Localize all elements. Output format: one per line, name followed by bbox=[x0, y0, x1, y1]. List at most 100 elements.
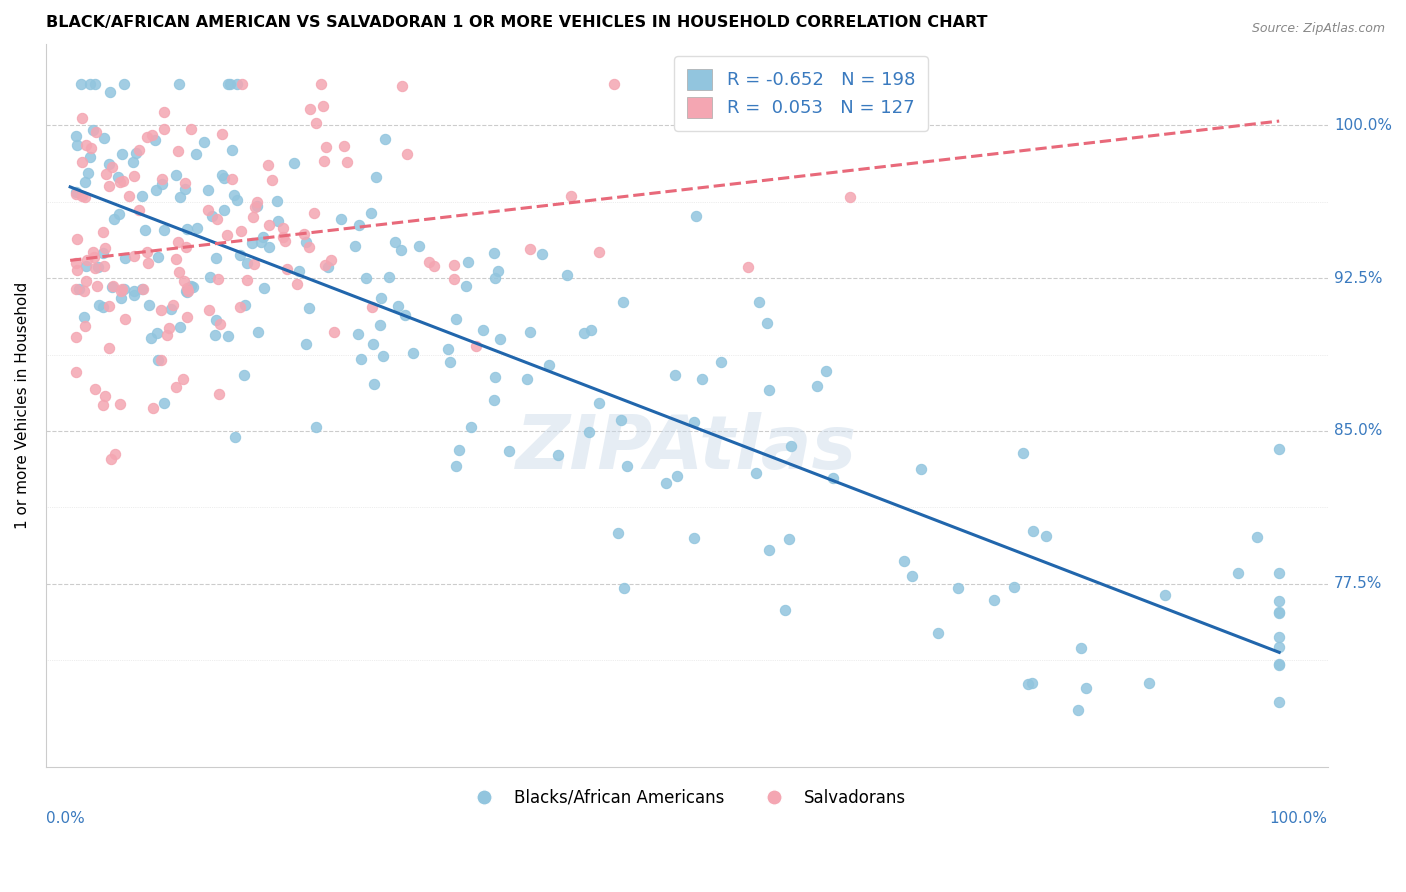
Point bbox=[422, 259, 444, 273]
Point bbox=[370, 291, 392, 305]
Point bbox=[157, 321, 180, 335]
Point bbox=[153, 395, 176, 409]
Point bbox=[1268, 566, 1291, 580]
Point bbox=[665, 468, 688, 483]
Point bbox=[396, 147, 419, 161]
Point bbox=[983, 592, 1005, 607]
Point bbox=[176, 310, 198, 324]
Point bbox=[70, 189, 93, 203]
Point bbox=[73, 310, 96, 325]
Point bbox=[121, 155, 143, 169]
Point bbox=[1067, 703, 1090, 717]
Point bbox=[267, 214, 290, 228]
Point bbox=[180, 122, 202, 136]
Point bbox=[83, 260, 105, 275]
Point bbox=[169, 189, 191, 203]
Point bbox=[603, 78, 626, 92]
Point bbox=[893, 554, 915, 568]
Point bbox=[176, 285, 198, 299]
Point bbox=[150, 172, 173, 186]
Point bbox=[682, 531, 704, 545]
Point bbox=[225, 193, 247, 207]
Point bbox=[1153, 589, 1175, 603]
Point bbox=[65, 187, 87, 202]
Point bbox=[402, 346, 425, 360]
Point bbox=[124, 285, 146, 299]
Point bbox=[65, 128, 87, 143]
Point bbox=[246, 199, 269, 213]
Point bbox=[418, 255, 440, 269]
Point bbox=[305, 116, 328, 130]
Point bbox=[336, 155, 359, 169]
Point bbox=[122, 288, 145, 302]
Point bbox=[172, 372, 194, 386]
Point bbox=[257, 158, 280, 172]
Point bbox=[408, 239, 430, 253]
Point bbox=[457, 254, 479, 268]
Point bbox=[138, 297, 160, 311]
Point bbox=[111, 282, 134, 296]
Point bbox=[101, 279, 124, 293]
Point bbox=[273, 220, 295, 235]
Point bbox=[110, 284, 132, 298]
Point bbox=[1035, 529, 1057, 543]
Point bbox=[360, 301, 382, 315]
Point bbox=[555, 268, 578, 282]
Point bbox=[465, 338, 488, 352]
Point bbox=[1268, 605, 1291, 619]
Point bbox=[73, 284, 96, 298]
Point bbox=[204, 328, 226, 343]
Point bbox=[250, 235, 273, 249]
Point bbox=[146, 353, 169, 368]
Point bbox=[437, 342, 460, 356]
Point bbox=[176, 222, 198, 236]
Point bbox=[283, 156, 305, 170]
Point bbox=[257, 240, 280, 254]
Point bbox=[616, 458, 638, 473]
Point bbox=[76, 166, 98, 180]
Point bbox=[136, 255, 159, 269]
Legend: Blacks/African Americans, Salvadorans: Blacks/African Americans, Salvadorans bbox=[461, 782, 912, 814]
Point bbox=[131, 282, 153, 296]
Point bbox=[364, 169, 387, 184]
Point bbox=[73, 175, 96, 189]
Point bbox=[104, 447, 127, 461]
Point bbox=[1268, 593, 1291, 607]
Point bbox=[374, 132, 396, 146]
Point bbox=[560, 189, 582, 203]
Point bbox=[354, 271, 377, 285]
Point bbox=[298, 240, 321, 254]
Point bbox=[368, 318, 391, 333]
Point bbox=[76, 253, 98, 268]
Point bbox=[193, 135, 215, 149]
Point bbox=[197, 303, 219, 318]
Point bbox=[91, 225, 114, 239]
Point bbox=[1268, 442, 1291, 457]
Point bbox=[167, 78, 190, 92]
Point bbox=[373, 349, 395, 363]
Point bbox=[84, 78, 107, 92]
Point bbox=[384, 235, 406, 250]
Point bbox=[460, 419, 482, 434]
Point bbox=[150, 303, 173, 318]
Point bbox=[655, 475, 678, 490]
Point bbox=[612, 294, 634, 309]
Point bbox=[65, 329, 87, 343]
Point bbox=[176, 281, 198, 295]
Point bbox=[73, 319, 96, 334]
Point bbox=[111, 146, 134, 161]
Point bbox=[208, 387, 231, 401]
Point bbox=[236, 273, 259, 287]
Point bbox=[211, 168, 233, 182]
Text: ZIPAtlas: ZIPAtlas bbox=[516, 412, 858, 485]
Point bbox=[235, 298, 257, 312]
Point bbox=[579, 322, 602, 336]
Point bbox=[1021, 675, 1043, 690]
Point bbox=[302, 206, 325, 220]
Point bbox=[350, 351, 373, 366]
Point bbox=[531, 247, 554, 261]
Point bbox=[443, 271, 465, 285]
Point bbox=[276, 261, 298, 276]
Point bbox=[685, 210, 707, 224]
Point bbox=[1268, 606, 1291, 620]
